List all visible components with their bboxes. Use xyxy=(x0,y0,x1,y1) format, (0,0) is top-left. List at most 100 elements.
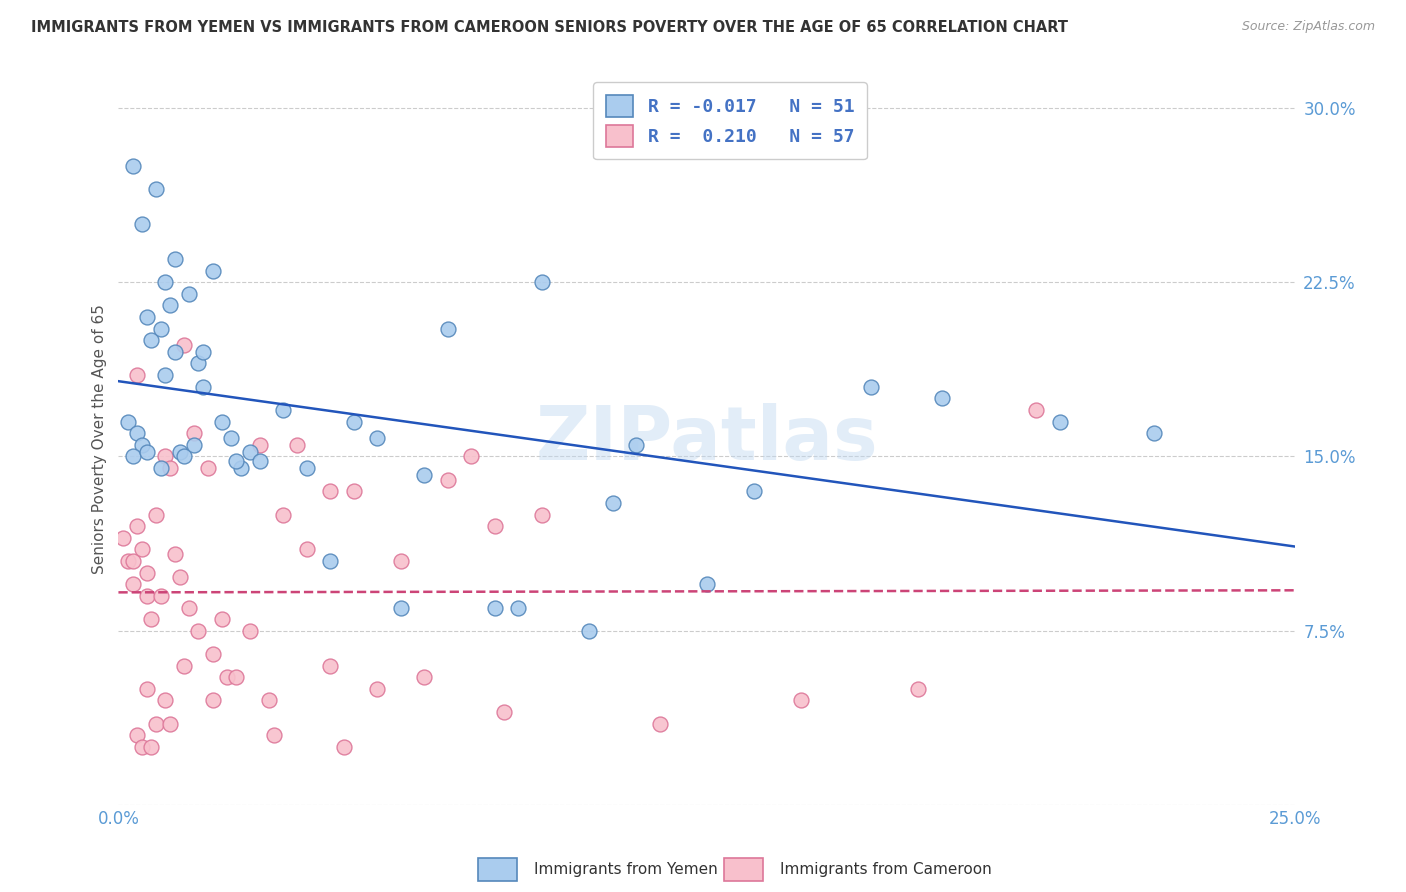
Point xyxy=(131,739,153,754)
Point xyxy=(155,693,177,707)
Point xyxy=(183,438,205,452)
Point xyxy=(211,415,233,429)
Point xyxy=(131,542,153,557)
Point xyxy=(149,321,172,335)
Point xyxy=(155,450,177,464)
Point xyxy=(197,461,219,475)
Point xyxy=(860,380,883,394)
Point xyxy=(648,716,671,731)
Point xyxy=(602,496,624,510)
Text: Immigrants from Cameroon: Immigrants from Cameroon xyxy=(780,863,993,877)
Point xyxy=(141,739,163,754)
Point xyxy=(145,716,167,731)
Point xyxy=(437,321,460,335)
Point xyxy=(366,681,388,696)
Text: Immigrants from Yemen: Immigrants from Yemen xyxy=(534,863,718,877)
Point xyxy=(229,461,252,475)
Point xyxy=(121,554,143,568)
Text: ZIPatlas: ZIPatlas xyxy=(536,402,877,475)
Point xyxy=(366,431,388,445)
Point xyxy=(215,670,238,684)
Point xyxy=(319,484,342,499)
Point xyxy=(177,286,200,301)
Point xyxy=(389,554,412,568)
Point xyxy=(413,468,436,483)
Point xyxy=(191,344,214,359)
Point xyxy=(163,547,186,561)
Point xyxy=(530,508,553,522)
Point xyxy=(295,461,318,475)
Point xyxy=(155,368,177,383)
Point xyxy=(319,658,342,673)
Point xyxy=(173,450,195,464)
Point xyxy=(159,298,181,312)
Point xyxy=(225,670,247,684)
Y-axis label: Seniors Poverty Over the Age of 65: Seniors Poverty Over the Age of 65 xyxy=(93,304,107,574)
Point xyxy=(163,252,186,266)
Point xyxy=(135,310,157,324)
Point xyxy=(159,716,181,731)
Point xyxy=(187,624,209,638)
Point xyxy=(135,589,157,603)
Point xyxy=(201,263,224,277)
Text: Source: ZipAtlas.com: Source: ZipAtlas.com xyxy=(1241,20,1375,33)
Point xyxy=(249,454,271,468)
Point xyxy=(131,438,153,452)
Point xyxy=(263,728,285,742)
Point xyxy=(141,333,163,347)
Point xyxy=(191,380,214,394)
Point xyxy=(437,473,460,487)
Point xyxy=(333,739,356,754)
Point xyxy=(127,728,149,742)
Point xyxy=(127,519,149,533)
Point xyxy=(155,275,177,289)
Point xyxy=(285,438,308,452)
Point xyxy=(530,275,553,289)
Point xyxy=(494,705,516,719)
Point xyxy=(121,159,143,173)
Point xyxy=(149,589,172,603)
Point xyxy=(145,182,167,196)
Point xyxy=(295,542,318,557)
Point xyxy=(127,368,149,383)
Point xyxy=(239,445,262,459)
Legend: R = -0.017   N = 51, R =  0.210   N = 57: R = -0.017 N = 51, R = 0.210 N = 57 xyxy=(593,82,868,160)
Point xyxy=(931,392,953,406)
Point xyxy=(742,484,765,499)
Point xyxy=(578,624,600,638)
Point xyxy=(239,624,262,638)
Point xyxy=(127,426,149,441)
Point xyxy=(117,554,139,568)
Point xyxy=(1049,415,1071,429)
Point xyxy=(271,403,294,417)
Point xyxy=(183,426,205,441)
Point xyxy=(484,600,506,615)
Point xyxy=(343,415,366,429)
Point xyxy=(1143,426,1166,441)
Point xyxy=(319,554,342,568)
Point xyxy=(790,693,813,707)
Point xyxy=(389,600,412,615)
Point xyxy=(221,431,243,445)
Point xyxy=(225,454,247,468)
Point xyxy=(201,647,224,661)
Point xyxy=(696,577,718,591)
Point xyxy=(169,570,191,584)
Point xyxy=(117,415,139,429)
Point xyxy=(624,438,647,452)
Point xyxy=(257,693,280,707)
Point xyxy=(141,612,163,626)
Point xyxy=(145,508,167,522)
Point xyxy=(159,461,181,475)
Point xyxy=(173,338,195,352)
Point xyxy=(131,217,153,231)
Point xyxy=(173,658,195,673)
Point xyxy=(211,612,233,626)
Point xyxy=(271,508,294,522)
Point xyxy=(343,484,366,499)
Point xyxy=(177,600,200,615)
Point xyxy=(413,670,436,684)
Point xyxy=(112,531,135,545)
Point xyxy=(121,450,143,464)
Point xyxy=(149,461,172,475)
